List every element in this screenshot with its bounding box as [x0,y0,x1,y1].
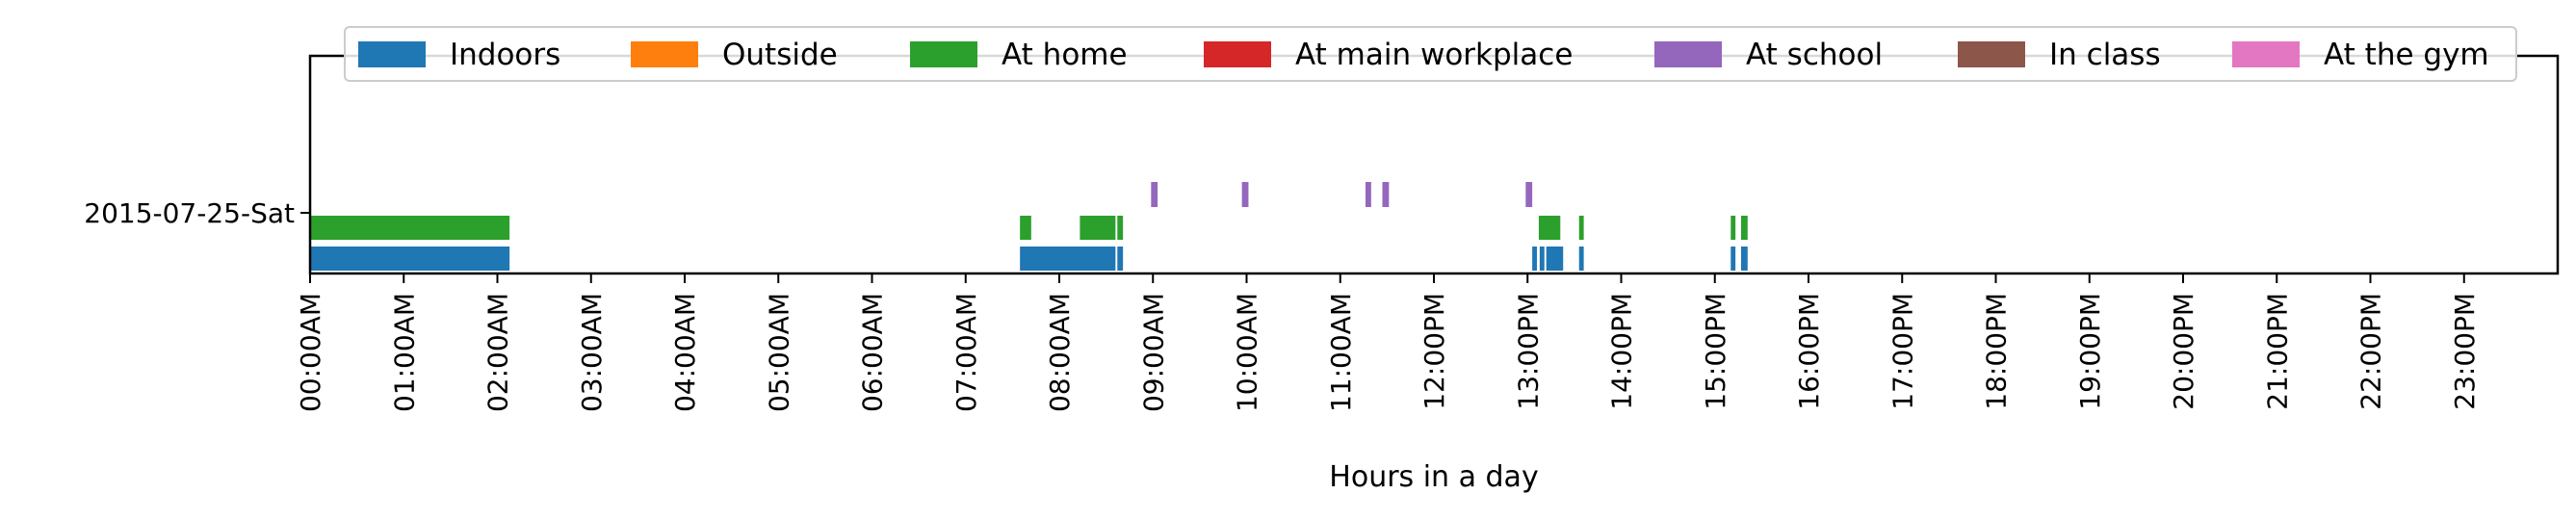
bar-at-school-1 [1241,182,1249,207]
legend-swatch-at-main-workplace [1204,41,1271,67]
x-tick-label: 10:00AM [1232,293,1263,412]
x-tick-label: 15:00PM [1700,293,1731,410]
bar-indoors-6 [1578,247,1584,271]
bar-at-home-4 [1538,216,1561,240]
bar-at-home-2 [1080,216,1116,240]
x-tick-label: 22:00PM [2355,293,2387,410]
x-tick-label: 11:00AM [1325,293,1357,412]
x-axis-label: Hours in a day [1329,460,1538,494]
x-tick-label: 18:00PM [1981,293,2013,410]
bar-at-home-1 [1020,216,1031,240]
x-tick-label: 02:00AM [482,293,514,412]
legend-label-at-the-gym: At the gym [2324,38,2489,72]
x-tick-label: 07:00AM [950,293,982,412]
x-tick-label: 19:00PM [2074,293,2106,410]
y-tick-label: 2015-07-25-Sat [84,197,295,229]
bar-indoors-8 [1740,247,1748,271]
x-tick-label: 12:00PM [1418,293,1450,410]
x-tick-label: 00:00AM [295,293,326,412]
x-tick-label: 20:00PM [2168,293,2199,410]
bar-at-home-7 [1740,216,1748,240]
legend-swatch-indoors [358,41,426,67]
bar-at-home-6 [1730,216,1736,240]
legend-label-outside: Outside [722,38,838,72]
legend-swatch-in-class [1958,41,2025,67]
bar-at-school-4 [1525,182,1533,207]
legend-swatch-at-home [910,41,977,67]
bar-indoors-1 [1020,247,1116,271]
bar-at-home-3 [1117,216,1124,240]
bar-indoors-3 [1532,247,1537,271]
legend-label-at-school: At school [1746,38,1883,72]
x-tick-label: 13:00PM [1512,293,1544,410]
legend: Indoors Outside At home At main workplace At… [344,26,2517,82]
bar-indoors-5 [1546,247,1564,271]
bars-layer [310,182,1748,271]
legend-swatch-at-school [1654,41,1722,67]
x-tick-label: 14:00PM [1606,293,1638,410]
y-axis: 2015-07-25-Sat [84,197,310,229]
x-tick-label: 03:00AM [576,293,608,412]
x-tick-label: 04:00AM [669,293,701,412]
x-tick-label: 16:00PM [1793,293,1825,410]
bar-indoors-2 [1117,247,1124,271]
bar-at-school-3 [1382,182,1390,207]
legend-swatch-outside [631,41,698,67]
legend-label-at-main-workplace: At main workplace [1295,38,1573,72]
x-tick-label: 06:00AM [857,293,889,412]
x-tick-label: 08:00AM [1044,293,1076,412]
bar-at-home-5 [1578,216,1584,240]
bar-at-school-0 [1151,182,1158,207]
plot-frame [308,54,2560,275]
legend-label-in-class: In class [2049,38,2161,72]
x-tick-label: 09:00AM [1137,293,1169,412]
bar-indoors-0 [310,247,510,271]
bar-indoors-7 [1730,247,1736,271]
x-tick-label: 17:00PM [1886,293,1918,410]
bar-indoors-4 [1539,247,1545,271]
legend-label-at-home: At home [1002,38,1128,72]
x-tick-label: 21:00PM [2261,293,2293,410]
legend-label-indoors: Indoors [450,38,560,72]
bar-at-school-2 [1366,182,1371,207]
x-tick-label: 23:00PM [2449,293,2481,410]
x-tick-label: 05:00AM [763,293,794,412]
legend-swatch-at-the-gym [2232,41,2300,67]
x-tick-label: 01:00AM [388,293,420,412]
x-axis: 00:00AM 01:00AM 02:00AM 03:00AM 04:00AM 05:00… [295,273,2481,412]
bar-at-home-0 [310,216,510,240]
